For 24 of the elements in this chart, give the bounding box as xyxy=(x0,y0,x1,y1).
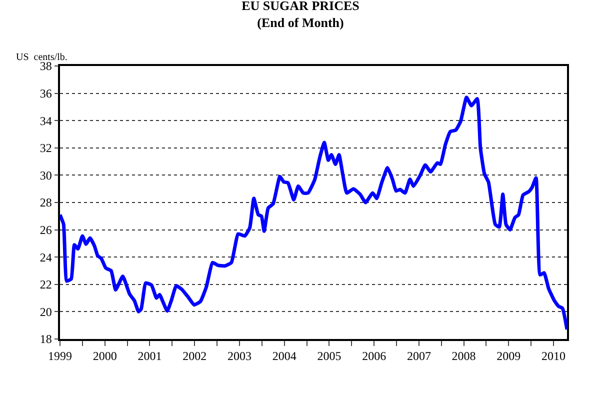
x-tick-label: 2007 xyxy=(406,349,431,364)
x-tick-label: 2001 xyxy=(138,349,162,364)
x-tick-label: 2000 xyxy=(92,349,117,364)
x-tick-label: 2006 xyxy=(362,349,386,364)
y-tick-label: 20 xyxy=(40,304,52,319)
x-tick-label: 1999 xyxy=(48,349,72,364)
y-tick-label: 18 xyxy=(40,332,52,346)
x-tick-label: 2004 xyxy=(272,349,296,364)
y-tick-label: 26 xyxy=(40,223,52,237)
line-series xyxy=(60,96,567,332)
y-tick-label: 22 xyxy=(40,278,52,292)
y-tick-label: 36 xyxy=(40,86,52,100)
x-tick-label: 2002 xyxy=(182,349,207,364)
y-tick-label: 30 xyxy=(40,168,52,182)
x-tick-label: 2005 xyxy=(317,349,342,364)
y-tick-label: 32 xyxy=(40,141,52,156)
x-tick-label: 2003 xyxy=(227,349,252,364)
x-tick-label: 2010 xyxy=(542,349,566,364)
y-tick-label: 24 xyxy=(40,250,52,264)
x-tick-label: 2008 xyxy=(452,349,476,364)
y-tick-label: 28 xyxy=(40,196,52,210)
y-tick-label: 34 xyxy=(40,114,52,128)
x-tick-label: 2009 xyxy=(496,349,521,364)
chart-title: EU SUGAR PRICES (End of Month) xyxy=(242,0,360,30)
